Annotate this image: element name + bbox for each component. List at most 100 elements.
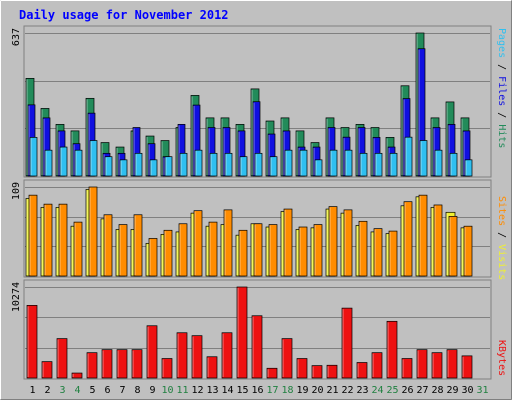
day-label: 7 — [119, 385, 125, 396]
bar-kbytes — [131, 349, 143, 379]
bar-sites — [88, 186, 98, 277]
bar-pages — [194, 149, 203, 177]
bar-sites — [43, 203, 53, 277]
bar-sites — [328, 206, 338, 277]
legend-entry: Visits — [496, 244, 507, 280]
bar-sites — [148, 238, 158, 277]
bar-pages — [29, 137, 38, 177]
bar-kbytes — [206, 356, 218, 379]
bar-pages — [179, 152, 188, 177]
bar-pages — [449, 152, 458, 177]
bar-sites — [103, 214, 113, 277]
legend-entry: / — [496, 58, 507, 76]
bar-pages — [74, 149, 83, 177]
legend-entry: KBytes — [496, 340, 507, 376]
ymax-label-visits: 109 — [11, 182, 22, 200]
bar-kbytes — [371, 352, 383, 379]
bar-pages — [59, 146, 68, 177]
legend-entry: Sites — [496, 196, 507, 226]
bar-sites — [463, 225, 473, 277]
bar-pages — [269, 156, 278, 177]
bar-pages — [239, 156, 248, 177]
day-label: 3 — [59, 385, 65, 396]
legend-entry: / — [496, 106, 507, 124]
chart-title: Daily usage for November 2012 — [19, 8, 229, 22]
bar-pages — [224, 152, 233, 177]
bar-pages — [299, 149, 308, 177]
bar-sites — [58, 203, 68, 277]
bar-pages — [344, 149, 353, 177]
day-label: 15 — [236, 385, 248, 396]
bar-kbytes — [41, 361, 53, 379]
legend-entry: Pages — [496, 28, 507, 58]
bar-pages — [104, 156, 113, 177]
day-label: 30 — [461, 385, 473, 396]
bar-sites — [238, 229, 248, 277]
bar-pages — [119, 159, 128, 177]
day-label: 31 — [476, 385, 488, 396]
bar-kbytes — [26, 305, 38, 379]
bar-kbytes — [281, 338, 293, 379]
bar-kbytes — [71, 372, 83, 379]
bar-kbytes — [461, 355, 473, 379]
bar-pages — [284, 149, 293, 177]
legend-entry: Files — [496, 76, 507, 106]
day-label: 16 — [251, 385, 263, 396]
ymax-label-hits: 637 — [11, 28, 22, 46]
day-label: 10 — [161, 385, 173, 396]
bar-kbytes — [431, 352, 443, 379]
bar-kbytes — [161, 358, 173, 379]
bar-sites — [283, 208, 293, 277]
bar-kbytes — [176, 332, 188, 379]
bar-sites — [268, 224, 278, 277]
bar-pages — [359, 152, 368, 177]
day-label: 13 — [206, 385, 218, 396]
bar-pages — [149, 159, 158, 177]
bar-kbytes — [116, 349, 128, 379]
day-label: 21 — [326, 385, 338, 396]
day-label: 19 — [296, 385, 308, 396]
day-label: 18 — [281, 385, 293, 396]
day-label: 26 — [401, 385, 413, 396]
bars-layer — [25, 32, 473, 379]
bar-sites — [418, 194, 428, 277]
bar-kbytes — [296, 358, 308, 379]
bar-kbytes — [311, 365, 323, 379]
legend-entry: / — [496, 226, 507, 244]
bar-pages — [164, 156, 173, 177]
bar-kbytes — [236, 286, 248, 379]
day-label: 4 — [74, 385, 80, 396]
day-label: 8 — [134, 385, 140, 396]
day-label: 5 — [89, 385, 95, 396]
day-label: 6 — [104, 385, 110, 396]
bar-pages — [374, 152, 383, 177]
legend-0: Pages / Files / Hits — [496, 28, 507, 148]
bar-kbytes — [386, 320, 398, 379]
bar-sites — [253, 223, 263, 277]
bar-kbytes — [221, 332, 233, 379]
bar-kbytes — [56, 338, 68, 379]
legend-1: Sites / Visits — [496, 196, 507, 280]
bar-kbytes — [266, 367, 278, 379]
day-label: 9 — [149, 385, 155, 396]
bar-pages — [464, 159, 473, 177]
legends: Pages / Files / Hits Sites / Visits KBytes — [496, 28, 507, 376]
day-label: 23 — [356, 385, 368, 396]
day-label: 20 — [311, 385, 323, 396]
bar-sites — [178, 223, 188, 277]
day-label: 14 — [221, 385, 233, 396]
bar-pages — [209, 152, 218, 177]
bar-pages — [419, 140, 428, 177]
bar-kbytes — [146, 325, 158, 379]
bar-sites — [403, 201, 413, 277]
bar-sites — [373, 228, 383, 277]
bar-kbytes — [401, 358, 413, 379]
bar-sites — [133, 214, 143, 277]
day-label: 2 — [44, 385, 50, 396]
day-label: 24 — [371, 385, 383, 396]
bar-pages — [434, 149, 443, 177]
bar-pages — [404, 136, 413, 177]
legend-entry: Hits — [496, 124, 507, 148]
